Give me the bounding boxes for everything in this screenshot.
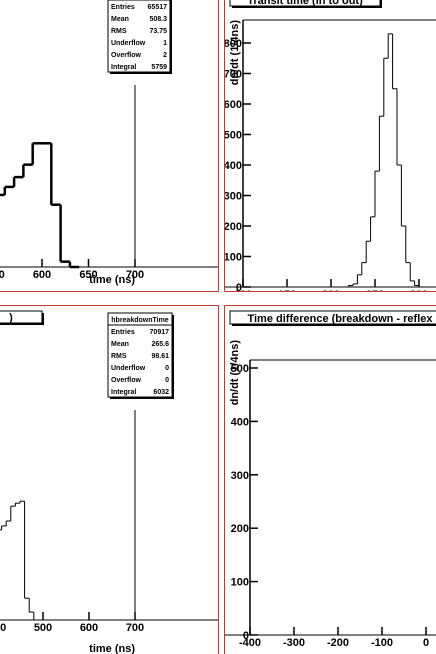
stats-key: RMS <box>111 28 127 35</box>
stats-value: 70917 <box>150 329 170 336</box>
stats-key: Entries <box>111 4 135 11</box>
stats-key: Underflow <box>111 365 146 372</box>
histogram-steps <box>3 143 72 267</box>
x-tick-label: -300 <box>283 637 305 649</box>
x-tick-label: 400 <box>0 622 6 634</box>
stats-value: 0 <box>165 365 169 372</box>
stats-key: Integral <box>111 64 136 71</box>
title-box <box>0 310 43 324</box>
chart-title: Transit time (in to out) <box>247 0 363 7</box>
y-tick-label: 500 <box>231 363 249 375</box>
x-tick-label: 0 <box>423 637 429 649</box>
y-tick-label: 800 <box>224 38 242 50</box>
y-tick-label: 0 <box>236 282 242 294</box>
stats-key: Mean <box>111 16 129 23</box>
x-axis-label: time (ns) <box>89 274 135 286</box>
stats-key: Mean <box>111 341 129 348</box>
stats-value: 0 <box>165 377 169 384</box>
y-axis-label: dn/dt (1/4ns) <box>229 20 241 86</box>
stats-key: Overflow <box>111 377 142 384</box>
title-box <box>229 310 436 325</box>
stats-key: Entries <box>111 329 135 336</box>
x-tick-label: -200 <box>327 637 349 649</box>
y-axis-label: dn/dt (1/4ns) <box>229 340 241 406</box>
x-tick-label: 200 <box>322 289 340 301</box>
stats-key: Underflow <box>111 40 146 47</box>
x-tick-label: 150 <box>278 289 296 301</box>
y-tick-label: 200 <box>231 523 249 535</box>
title-box <box>229 0 381 7</box>
x-tick-label: 250 <box>366 289 384 301</box>
x-tick-label: 100 <box>234 289 252 301</box>
stats-title: hbreakdownTime <box>111 317 169 324</box>
pad: 100 150 200 250 3000100200300400500600700800… <box>224 0 436 301</box>
y-tick-label: 600 <box>224 99 242 111</box>
chart-title: Time difference (breakdown - reflex <box>247 313 433 325</box>
histogram-steps <box>348 33 420 287</box>
stats-value: 6032 <box>153 389 169 396</box>
pad: 550600650700time (ns)hwavelengthEntries6… <box>0 0 218 286</box>
stats-value: 65517 <box>148 4 168 11</box>
y-tick-label: 0 <box>243 630 249 642</box>
x-tick-label: 500 <box>34 622 52 634</box>
x-tick-label: 700 <box>126 622 144 634</box>
y-tick-label: 300 <box>224 191 242 203</box>
stats-box <box>107 0 171 73</box>
y-tick-label: 400 <box>224 160 242 172</box>
y-tick-label: 100 <box>224 252 242 264</box>
stats-key: Overflow <box>111 52 142 59</box>
stats-value: 73.75 <box>149 28 167 35</box>
y-tick-label: 200 <box>224 221 242 233</box>
y-tick-label: 500 <box>224 130 242 142</box>
x-tick-label: 700 <box>126 269 144 281</box>
x-tick-label: 550 <box>0 269 5 281</box>
stats-key: RMS <box>111 353 127 360</box>
y-tick-label: 100 <box>231 577 249 589</box>
stats-value: 2 <box>163 52 167 59</box>
x-axis-label: time (ns) <box>89 643 135 654</box>
stats-box <box>107 312 173 398</box>
stats-value: 1 <box>163 40 167 47</box>
stats-value: 508.3 <box>149 16 167 23</box>
y-tick-label: 400 <box>231 416 249 428</box>
stats-key: Integral <box>111 389 136 396</box>
chart-title: ) <box>9 312 13 324</box>
y-tick-label: 300 <box>231 470 249 482</box>
x-tick-label: 650 <box>79 269 97 281</box>
stats-value: 98.61 <box>151 353 169 360</box>
x-tick-label: -400 <box>239 637 261 649</box>
x-tick-label: -100 <box>371 637 393 649</box>
x-tick-label: 600 <box>80 622 98 634</box>
stats-value: 265.6 <box>151 341 169 348</box>
stats-value: 5759 <box>151 64 167 71</box>
y-tick-label: 700 <box>224 69 242 81</box>
pad: 400 500 600 700 time (ns)) hbreakdownTime Entr… <box>0 310 218 654</box>
histogram-steps <box>1 501 35 620</box>
x-tick-label: 300 <box>410 289 428 301</box>
x-tick-label: 600 <box>33 269 51 281</box>
